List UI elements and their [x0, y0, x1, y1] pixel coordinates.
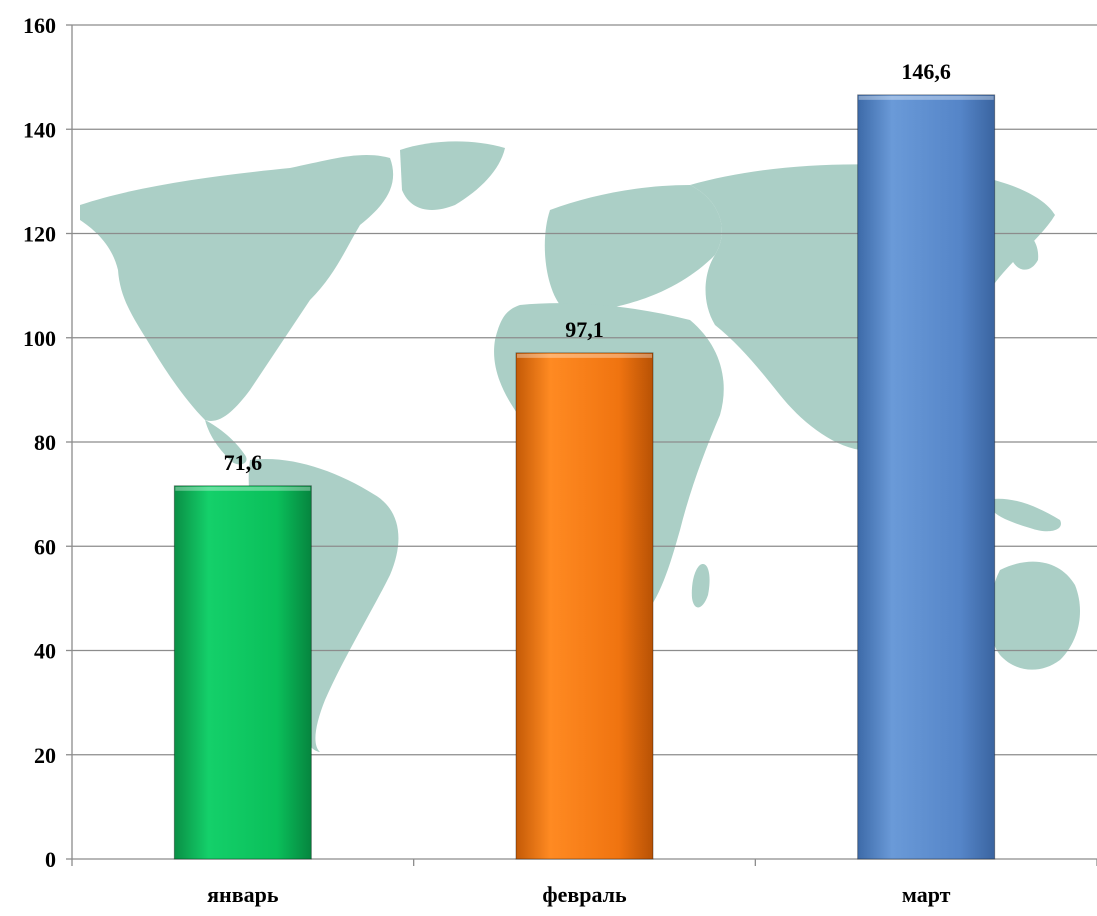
map-greenland — [400, 141, 505, 210]
bar-1 — [173, 485, 312, 860]
bar-bevel — [517, 353, 652, 358]
y-tick-label: 60 — [34, 534, 56, 559]
category-label: январь — [207, 882, 279, 907]
y-tick-label: 140 — [23, 117, 56, 142]
map-madagascar — [691, 564, 710, 608]
y-tick-label: 0 — [45, 847, 56, 872]
bar-2 — [515, 352, 654, 860]
category-label: февраль — [542, 882, 627, 907]
y-tick-label: 40 — [34, 639, 56, 664]
category-label: март — [902, 882, 951, 907]
y-tick-label: 80 — [34, 430, 56, 455]
map-north-america — [80, 155, 394, 421]
map-se-asia-islands — [985, 498, 1061, 532]
category-labels: январь февраль март — [207, 882, 950, 907]
bar-3 — [857, 94, 996, 860]
y-tick-label: 100 — [23, 326, 56, 351]
value-label: 146,6 — [901, 59, 951, 84]
value-label: 97,1 — [565, 317, 604, 342]
map-japan — [1010, 229, 1039, 270]
y-axis-tick-labels: 0 20 40 60 80 100 120 140 160 — [23, 13, 56, 872]
y-tick-label: 20 — [34, 743, 56, 768]
bar-bevel — [858, 95, 994, 100]
y-tick-label: 120 — [23, 222, 56, 247]
y-tick-label: 160 — [23, 13, 56, 38]
map-australia — [988, 561, 1080, 670]
map-europe — [544, 185, 722, 311]
bar-bevel — [175, 486, 311, 491]
value-labels: 71,6 97,1 146,6 — [224, 59, 951, 475]
bars — [173, 94, 996, 860]
value-label: 71,6 — [224, 450, 263, 475]
